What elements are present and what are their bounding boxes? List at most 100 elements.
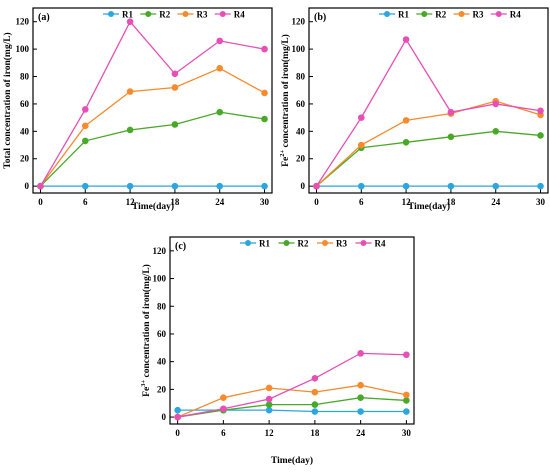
data-point-r2 (216, 108, 224, 116)
data-point-r4 (37, 182, 44, 190)
data-point-r3 (261, 89, 268, 97)
x-tick-label: 30 (260, 197, 270, 207)
data-point-r3 (81, 122, 89, 130)
y-axis-label: Fe2+ concentration of iron(mg/L) (279, 34, 291, 167)
y-tick-label: 20 (296, 154, 306, 164)
data-point-r4 (403, 351, 410, 359)
data-point-r1 (357, 408, 364, 415)
y-tick-label: 100 (16, 44, 30, 54)
data-point-r2 (261, 115, 268, 123)
data-point-r4 (216, 37, 224, 45)
panel-label: (a) (38, 12, 50, 23)
legend-entry: R1 (122, 10, 133, 20)
x-tick-label: 6 (83, 197, 88, 207)
data-point-r1 (357, 182, 365, 190)
y-tick-label: 60 (20, 99, 30, 109)
x-tick-label: 0 (314, 197, 319, 207)
data-point-r2 (311, 401, 319, 408)
data-point-r4 (492, 100, 500, 108)
y-axis-label-superscript: 2+ (279, 150, 286, 157)
chart-a: 0 20 40 60 80 100 120 0 6 12 18 24 30 Time(day) Total … (2, 7, 273, 212)
legend-swatch-marker (495, 11, 502, 17)
x-tick-label: 12 (402, 197, 412, 207)
data-point-r2 (403, 397, 410, 404)
legend-swatch-marker (384, 11, 390, 17)
data-point-r2 (171, 121, 179, 128)
legend-entry: R2 (159, 10, 170, 20)
data-point-r3 (311, 388, 319, 396)
plot-frame (169, 236, 415, 425)
x-tick-label: 18 (446, 197, 456, 207)
legend-swatch-marker (145, 11, 152, 17)
data-point-r1 (447, 182, 455, 190)
data-point-r1 (311, 408, 319, 415)
series-line-r3 (316, 100, 541, 187)
data-point-r4 (126, 18, 134, 26)
y-tick-label: 60 (296, 99, 306, 109)
y-axis-label-rest: concentration of iron(mg/L) (280, 34, 291, 150)
x-tick-label: 24 (491, 197, 501, 207)
y-tick-label: 60 (157, 329, 167, 339)
y-tick-label: 120 (153, 246, 167, 256)
series-line-r3 (39, 67, 265, 187)
y-tick-label: 0 (301, 181, 306, 191)
y-tick-label: 0 (25, 181, 30, 191)
x-tick-label: 30 (402, 428, 412, 438)
legend-entry: R2 (298, 239, 309, 249)
y-tick-label: 40 (157, 357, 167, 367)
data-point-r3 (265, 384, 273, 392)
x-tick-label: 24 (215, 197, 225, 207)
y-axis-label-prefix: Fe (281, 157, 291, 167)
data-point-r1 (265, 406, 273, 414)
y-tick-label: 40 (296, 126, 306, 136)
y-axis-label: Total concentration of iron(mg/L) (2, 32, 13, 168)
data-point-r4 (311, 374, 319, 382)
data-point-r3 (216, 64, 224, 72)
data-point-r4 (265, 395, 273, 403)
x-tick-label: 0 (175, 428, 180, 438)
legend-entry: R1 (398, 10, 409, 20)
y-axis-label: Fe3+ concentration of iron(mg/L) (140, 264, 152, 397)
data-point-r1 (402, 182, 410, 190)
x-tick-label: 18 (310, 428, 320, 438)
plot-frame (32, 7, 273, 194)
y-tick-label: 100 (153, 274, 167, 284)
x-tick-label: 6 (221, 428, 226, 438)
x-tick-label: 12 (265, 428, 275, 438)
data-point-r3 (357, 381, 364, 389)
legend-entry: R3 (336, 239, 347, 249)
y-axis-label-superscript: 3+ (140, 380, 147, 387)
data-point-r3 (357, 141, 365, 149)
y-tick-label: 100 (292, 44, 306, 54)
y-tick-label: 120 (16, 17, 30, 27)
y-tick-label: 20 (20, 154, 30, 164)
legend-entry: R4 (510, 10, 521, 20)
chart-b: 0 20 40 60 80 100 120 0 6 12 18 24 30 Time(day) Fe2+ c… (279, 7, 549, 212)
x-tick-label: 30 (536, 197, 546, 207)
legend-swatch-marker (421, 11, 428, 17)
y-tick-label: 0 (162, 412, 167, 422)
series-line-r4 (177, 352, 407, 418)
y-tick-label: 40 (20, 126, 30, 136)
data-point-r4 (81, 106, 89, 113)
data-point-r3 (403, 391, 410, 399)
legend-entry: R4 (375, 239, 386, 249)
data-point-r3 (126, 88, 134, 95)
data-point-r1 (81, 182, 89, 190)
y-tick-label: 120 (292, 17, 306, 27)
y-tick-label: 80 (20, 72, 30, 82)
data-point-r4 (174, 413, 181, 421)
data-point-r2 (81, 137, 89, 145)
series-line-r4 (39, 20, 265, 187)
y-axis-label-rest: concentration of iron(mg/L) (141, 264, 152, 380)
x-tick-label: 12 (126, 197, 136, 207)
data-point-r2 (402, 138, 410, 146)
data-point-r2 (537, 132, 544, 139)
data-point-r2 (357, 394, 364, 401)
legend-swatch-marker (283, 240, 290, 246)
data-point-r3 (171, 84, 179, 91)
series-line-r2 (177, 397, 407, 418)
legend-swatch-marker (219, 11, 226, 17)
data-point-r4 (220, 405, 227, 413)
